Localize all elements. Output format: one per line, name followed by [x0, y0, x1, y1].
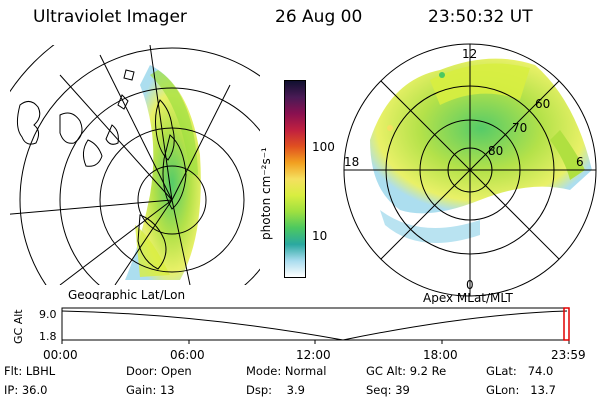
mlat-label-70: 70	[512, 121, 527, 135]
colorbar-tick-100: 100	[312, 140, 335, 154]
alt-ytick-9: 9.0	[39, 308, 57, 321]
current-time-marker	[563, 307, 570, 341]
coastline-outlines	[16, 69, 187, 270]
door-value: Open	[160, 364, 192, 378]
geographic-map-panel: Geographic Lat/Lon	[10, 45, 260, 300]
info-glon: GLon: 13.7	[486, 383, 556, 397]
alt-xtick-2359: 23:59	[551, 348, 586, 362]
mlat-label-60: 60	[535, 97, 550, 111]
alt-ylabel: GC Alt	[12, 309, 25, 344]
colorbar-unit-label: photon cm⁻²s⁻¹	[259, 147, 273, 240]
ip-value: 36.0	[21, 383, 48, 397]
altitude-timeline-plot: 9.0 1.8 GC Alt 00:00 06:00 12:00 18:00 2…	[12, 307, 586, 362]
colorbar-gradient	[285, 81, 305, 277]
seq-value: 39	[395, 383, 410, 397]
graticule-lines	[10, 45, 260, 285]
mlt-label-6: 6	[576, 155, 584, 169]
info-gain: Gain: 13	[126, 383, 175, 397]
altitude-curve	[61, 310, 568, 341]
info-door: Door: Open	[126, 364, 192, 378]
right-panel-caption: Apex MLat/MLT	[423, 291, 513, 304]
mlt-label-0: 0	[466, 278, 474, 292]
glon-value: 13.7	[530, 383, 556, 397]
alt-xtick-0000: 00:00	[43, 348, 78, 362]
glat-value: 74.0	[527, 364, 554, 378]
info-dsp: Dsp: 3.9	[246, 383, 305, 397]
colorbar-tick-10: 10	[312, 229, 328, 243]
gain-value: 13	[159, 383, 175, 397]
alt-xtick-1200: 12:00	[296, 348, 331, 362]
app-title: Ultraviolet Imager	[33, 7, 187, 27]
info-flt: Flt: LBHL	[4, 364, 56, 378]
polar-grid	[343, 43, 597, 297]
mlt-label-18: 18	[344, 155, 359, 169]
colorbar	[284, 80, 306, 278]
magnetic-polar-panel: 12 18 6 0 60 70 80 Apex MLat/MLT	[343, 43, 597, 304]
mlt-label-12: 12	[462, 47, 477, 61]
info-ip: IP: 36.0	[4, 383, 48, 397]
alt-ytick-1-8: 1.8	[39, 330, 57, 343]
info-seq: Seq: 39	[366, 383, 410, 397]
mlat-label-80: 80	[488, 144, 503, 158]
info-gcalt: GC Alt: 9.2 Re	[366, 364, 447, 378]
dsp-value: 3.9	[286, 383, 305, 397]
info-glat: GLat: 74.0	[486, 364, 554, 378]
aurora-oval-region	[370, 58, 592, 214]
gcalt-value: 9.2 Re	[409, 364, 447, 378]
left-panel-caption: Geographic Lat/Lon	[68, 288, 185, 300]
flt-value: LBHL	[25, 364, 56, 378]
image-date: 26 Aug 00	[275, 7, 363, 27]
mode-value: Normal	[284, 364, 327, 378]
image-time: 23:50:32 UT	[428, 7, 533, 27]
alt-xtick-0600: 06:00	[170, 348, 205, 362]
info-mode: Mode: Normal	[246, 364, 327, 378]
alt-xtick-1800: 18:00	[423, 348, 458, 362]
